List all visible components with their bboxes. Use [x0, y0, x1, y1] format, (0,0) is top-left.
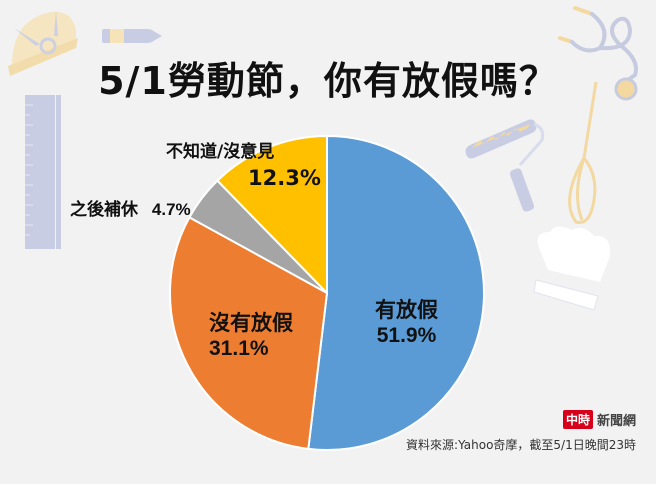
chef-hat-icon [533, 226, 611, 311]
label-yes: 有放假 51.9% [375, 297, 438, 349]
data-source: 資料來源:Yahoo奇摩，截至5/1日晚間23時 [406, 438, 636, 452]
pencil-icon [102, 29, 162, 43]
label-no-pct: 31.1% [209, 337, 269, 360]
ruler-icon [25, 95, 61, 249]
whisk-icon [568, 81, 598, 225]
paint-roller-icon [465, 119, 545, 212]
label-later: 之後補休 4.7% [70, 195, 191, 220]
brand-logo-mark: 中時 [562, 410, 593, 429]
slice-unsure [215, 134, 328, 296]
label-no-name: 沒有放假 [209, 311, 293, 335]
slice-no [169, 216, 329, 450]
label-later-name: 之後補休 [70, 200, 138, 220]
hard-hat-icon [8, 10, 78, 76]
label-no: 沒有放假 31.1% [209, 310, 293, 362]
brand-logo: 中時 新聞網 [562, 410, 636, 429]
chart-title: 5/1勞動節，你有放假嗎？ [98, 59, 558, 103]
slice-yes [307, 134, 485, 451]
stethoscope-icon [558, 6, 638, 101]
label-yes-name: 有放假 [375, 298, 438, 322]
label-unsure-pct: 12.3% [248, 166, 321, 190]
brand-logo-name: 新聞網 [596, 414, 636, 429]
label-later-pct: 4.7% [151, 200, 191, 219]
label-yes-pct: 51.9% [376, 324, 437, 347]
label-unsure-name: 不知道/沒意見 [166, 142, 275, 162]
